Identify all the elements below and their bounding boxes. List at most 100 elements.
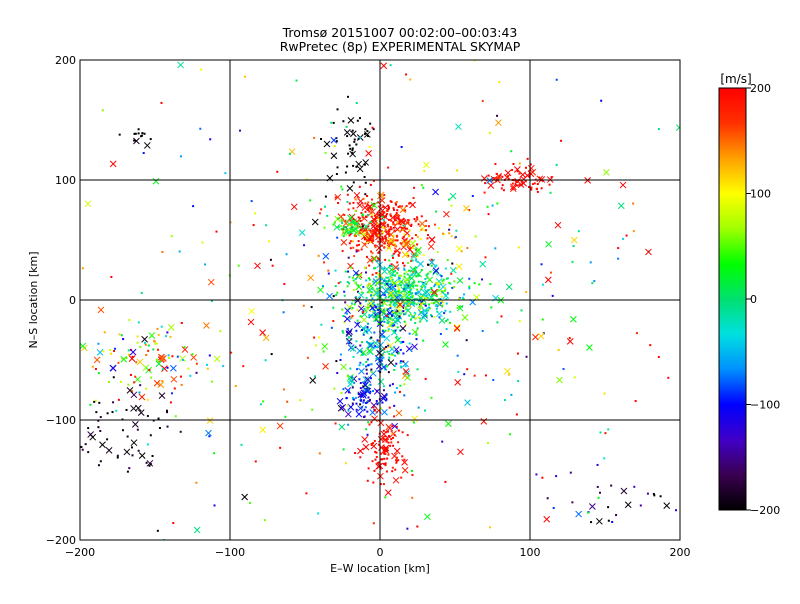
data-point (356, 297, 359, 300)
data-point (597, 496, 600, 499)
data-point (450, 204, 453, 207)
data-point (349, 147, 352, 150)
data-point (379, 222, 382, 225)
data-point-cross (262, 334, 270, 342)
data-point (389, 200, 392, 203)
data-point (389, 317, 392, 320)
data-point (411, 285, 414, 288)
data-point (146, 443, 149, 446)
data-point (362, 363, 365, 366)
data-point (95, 411, 98, 414)
data-point (302, 304, 305, 307)
data-point (427, 272, 430, 275)
data-point (377, 461, 380, 464)
data-point (468, 209, 471, 212)
data-point (440, 290, 443, 293)
data-point-cross (538, 176, 546, 183)
data-point-cross (377, 341, 384, 349)
data-point (385, 365, 388, 368)
data-point (157, 333, 160, 336)
data-point-cross (402, 368, 410, 375)
data-point (448, 281, 451, 284)
data-point-cross (617, 202, 625, 210)
data-point (345, 312, 348, 315)
data-point (390, 441, 393, 444)
data-point (617, 257, 620, 260)
data-point (649, 344, 652, 347)
data-point (125, 408, 128, 411)
data-point (391, 280, 394, 283)
data-point (367, 396, 370, 399)
data-point (445, 298, 448, 301)
data-point (633, 485, 636, 488)
data-point (136, 335, 139, 338)
data-point (374, 284, 377, 287)
data-point (345, 396, 348, 399)
data-point-cross (347, 377, 355, 384)
data-point-cross (136, 358, 144, 366)
data-point (191, 353, 194, 356)
data-point-cross (386, 239, 394, 247)
data-point (414, 322, 417, 325)
data-point (392, 323, 395, 326)
data-point (433, 285, 436, 288)
data-point-cross (343, 129, 351, 136)
data-point (384, 435, 387, 438)
data-point (496, 321, 499, 324)
data-point (392, 444, 395, 447)
data-point (375, 215, 378, 218)
data-point (372, 128, 375, 131)
data-point-cross (393, 447, 401, 455)
data-point (384, 496, 387, 499)
data-point (387, 229, 390, 232)
data-point (371, 229, 374, 232)
data-point (326, 214, 329, 217)
data-point (362, 214, 365, 217)
x-tick-label: 100 (520, 546, 541, 559)
data-point (136, 341, 139, 344)
data-point (406, 300, 409, 303)
data-point (343, 321, 346, 324)
data-point (333, 221, 336, 224)
data-point-cross (403, 219, 411, 226)
data-point (363, 393, 366, 396)
data-point (340, 391, 343, 394)
data-point (102, 350, 105, 353)
data-point-cross (382, 287, 390, 295)
data-point (382, 219, 385, 222)
data-point (172, 522, 175, 525)
data-point (465, 339, 468, 342)
data-point (376, 259, 379, 262)
data-point (399, 242, 402, 245)
data-point-cross (344, 226, 352, 234)
data-point (392, 436, 395, 439)
data-point (363, 415, 366, 418)
data-point (397, 441, 400, 444)
data-point-cross (354, 321, 361, 329)
data-point (500, 315, 503, 318)
data-point (422, 253, 425, 256)
data-point (403, 233, 406, 236)
data-point (352, 222, 355, 225)
data-point (370, 198, 373, 201)
data-point (406, 302, 409, 305)
data-point (481, 99, 484, 102)
data-point-cross (387, 289, 395, 297)
data-point (371, 460, 374, 463)
data-point-cross (418, 220, 426, 228)
data-point (416, 254, 419, 257)
data-point (599, 431, 602, 434)
data-point (384, 229, 387, 232)
data-point (402, 360, 405, 363)
data-point (398, 251, 401, 254)
data-point-cross (430, 288, 438, 296)
data-point (428, 303, 431, 306)
data-point (398, 308, 401, 311)
data-point (441, 279, 444, 282)
data-point (382, 211, 385, 214)
data-point (518, 162, 521, 165)
data-point (488, 131, 491, 134)
data-point (99, 416, 102, 419)
data-point (424, 304, 427, 307)
data-point (115, 409, 118, 412)
